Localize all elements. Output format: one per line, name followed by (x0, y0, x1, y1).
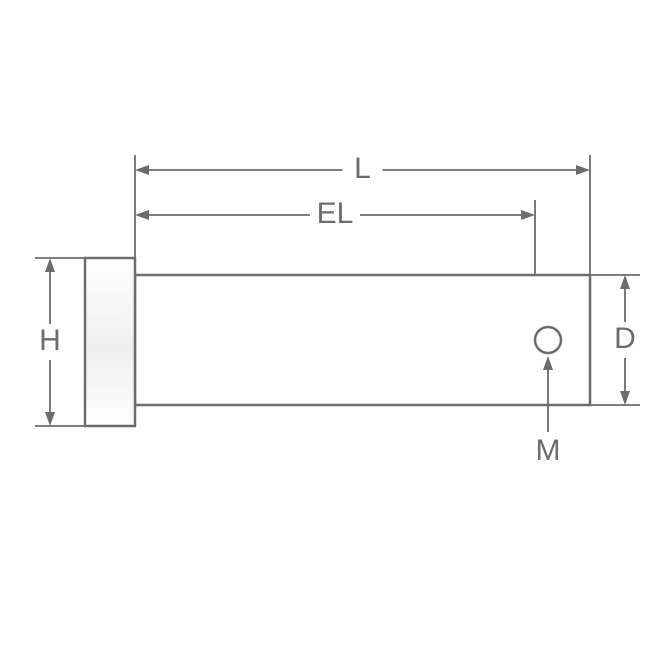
clevis-pin-diagram: LEL H D M (0, 0, 670, 670)
pin-head (85, 258, 135, 426)
dim-label-L: L (354, 152, 371, 185)
dim-label-EL: EL (317, 197, 354, 230)
dim-label-D: D (614, 322, 636, 355)
dim-label-H: H (39, 324, 61, 357)
pin-shaft (135, 275, 590, 405)
dim-label-M: M (536, 434, 561, 467)
